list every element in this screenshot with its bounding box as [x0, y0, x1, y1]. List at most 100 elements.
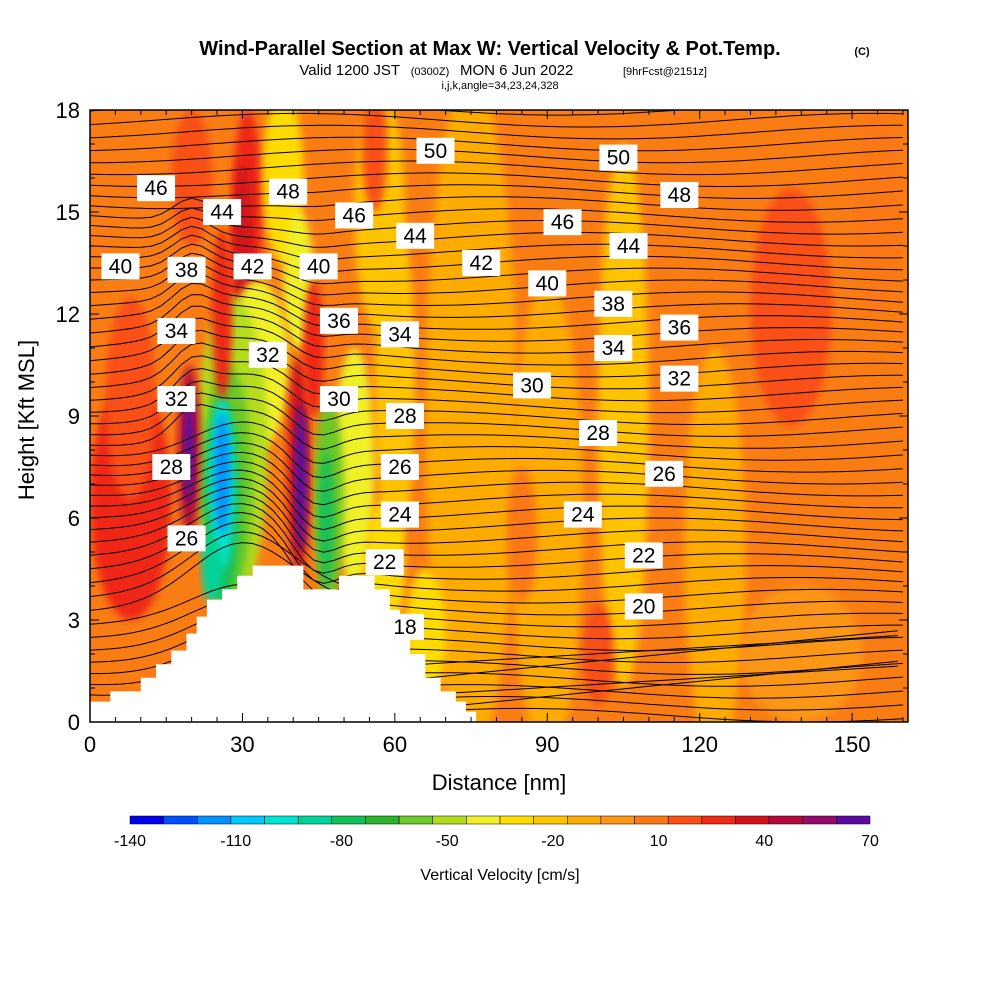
contour-label-text: 32 — [256, 344, 279, 367]
contour-label: 46 — [137, 175, 176, 202]
contour-label-text: 44 — [403, 225, 427, 248]
contour-label: 32 — [660, 365, 699, 392]
isentrope — [394, 630, 898, 682]
isentrope — [90, 342, 903, 390]
colorbar-swatch — [735, 815, 770, 825]
colorbar-swatch — [264, 815, 299, 825]
contour-label-box — [660, 365, 699, 392]
contour-label-box — [157, 318, 196, 344]
contour-label: 32 — [248, 341, 287, 368]
x-tick-label: 90 — [535, 732, 559, 757]
isentrope — [90, 380, 903, 425]
contour-label-text: 22 — [373, 551, 396, 574]
velocity-cell — [294, 402, 308, 552]
contour-label-text: 34 — [165, 320, 189, 343]
subtitle-forecast: [9hrFcst@2151z] — [623, 66, 707, 78]
isentrope — [90, 160, 903, 176]
contour-label-text: 30 — [327, 388, 350, 411]
contour-label: 46 — [543, 209, 582, 236]
contour-label-text: 18 — [393, 616, 416, 639]
isentrope — [90, 531, 903, 604]
contour-label-box — [563, 501, 602, 528]
contour-label-text: 36 — [668, 317, 691, 340]
contour-label-box — [380, 321, 419, 348]
contour-label: 50 — [599, 144, 638, 171]
velocity-cell — [506, 467, 538, 603]
contour-label: 44 — [396, 222, 435, 249]
contour-label-box — [380, 501, 419, 528]
contour-label-box — [462, 250, 501, 276]
contour-label: 28 — [152, 454, 191, 480]
x-tick-label: 60 — [383, 732, 407, 757]
contour-label-box — [203, 199, 242, 225]
x-axis-label: Distance [nm] — [432, 770, 567, 795]
colorbar-swatch — [567, 815, 602, 825]
contour-label-box — [167, 525, 206, 552]
title-mark: (C) — [854, 46, 870, 58]
velocity-cell — [214, 412, 230, 535]
contour-label-text: 48 — [668, 184, 691, 207]
isentrope — [90, 262, 903, 307]
contour-label: 26 — [167, 525, 206, 552]
contour-label-text: 50 — [607, 147, 630, 170]
isentrope — [90, 494, 903, 564]
contour-label: 26 — [380, 454, 419, 480]
contour-label: 46 — [335, 202, 374, 229]
colorbar-swatch — [667, 815, 703, 825]
contour-label: 44 — [203, 199, 242, 225]
contour-label: 40 — [299, 253, 338, 280]
colorbar-swatch — [533, 815, 568, 825]
isentrope — [90, 305, 903, 354]
contour-label: 36 — [319, 307, 358, 334]
contour-label-text: 34 — [388, 323, 412, 346]
isentrope — [90, 503, 903, 574]
contour-label-box — [594, 290, 633, 317]
contour-label-box — [157, 386, 196, 412]
isentrope — [90, 403, 903, 450]
velocity-cell — [201, 535, 223, 603]
contour-label-box — [416, 137, 455, 164]
contour-label-text: 42 — [241, 255, 264, 278]
x-tick-label: 150 — [834, 732, 871, 757]
contour-label-text: 26 — [175, 527, 198, 550]
x-tick-label: 30 — [230, 732, 254, 757]
contour-label: 28 — [386, 403, 425, 429]
isentrope — [90, 317, 903, 366]
contour-label: 24 — [380, 501, 419, 528]
contour-label-box — [386, 403, 425, 429]
velocity-cell — [750, 188, 832, 427]
contour-label-text: 40 — [109, 255, 132, 278]
contour-label-text: 24 — [388, 504, 412, 527]
contour-label-box — [365, 549, 404, 576]
isentrope — [90, 477, 903, 542]
contour-label-box — [167, 256, 206, 283]
contour-label-text: 44 — [617, 235, 641, 258]
isentrope — [90, 294, 903, 342]
contour-label: 34 — [157, 318, 196, 344]
colorbar-swatch — [163, 815, 198, 825]
contour-label-box — [248, 341, 287, 368]
y-tick-label: 12 — [56, 302, 80, 327]
contour-label-box — [513, 372, 552, 399]
isentrope — [90, 172, 903, 188]
contour-label-box — [101, 253, 140, 280]
colorbar-tick-label: 70 — [861, 833, 879, 850]
theta-contour-labels: 46 44 48 46 50 50 48 46 44 44 40 38 42 40 42 40 38 36 34 36… — [101, 137, 699, 640]
contour-label-box — [396, 222, 435, 249]
contour-label-text: 50 — [424, 140, 447, 163]
contour-label-box — [380, 454, 419, 480]
isentrope — [90, 469, 903, 531]
velocity-cell — [105, 297, 157, 501]
velocity-cell — [318, 450, 334, 586]
colorbar-swatch — [197, 815, 232, 825]
colorbar-swatch — [129, 815, 164, 825]
contour-label-text: 46 — [144, 177, 167, 200]
contour-label: 42 — [233, 253, 272, 280]
contour-label-box — [599, 144, 638, 171]
isentrope — [90, 184, 903, 199]
contour-label-box — [609, 233, 648, 259]
subtitle-valid: Valid 1200 JST — [299, 62, 400, 79]
contour-label-text: 28 — [160, 456, 183, 479]
subtitle-utc: (0300Z) — [411, 66, 450, 78]
